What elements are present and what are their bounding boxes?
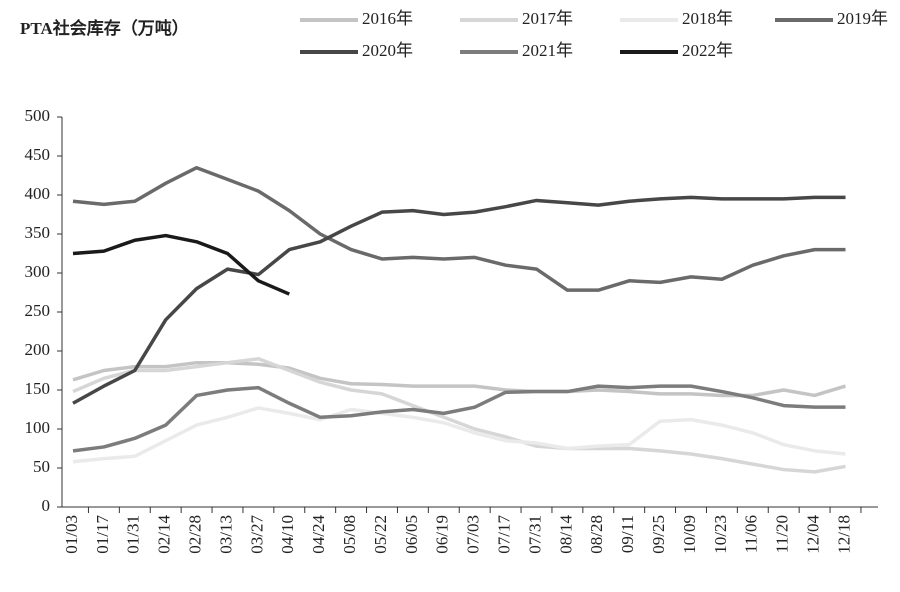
- x-tick-label: 03/13: [216, 515, 235, 554]
- y-tick-label: 200: [25, 340, 51, 359]
- x-tick-label: 07/03: [464, 515, 483, 554]
- series-line: [72, 165, 846, 292]
- x-tick-label: 12/18: [834, 515, 853, 554]
- series-line: [72, 406, 846, 464]
- x-tick-label: 07/31: [525, 515, 544, 554]
- x-tick-label: 11/20: [773, 515, 792, 553]
- x-tick-label: 05/08: [340, 515, 359, 554]
- legend-label: 2018年: [682, 9, 733, 28]
- x-tick-label: 08/14: [556, 515, 575, 554]
- x-tick-label: 01/31: [124, 515, 143, 554]
- x-tick-label: 06/05: [402, 515, 421, 554]
- y-tick-label: 100: [25, 418, 51, 437]
- x-tick-label: 11/06: [742, 515, 761, 553]
- series-line: [72, 357, 846, 474]
- y-tick-label: 0: [42, 496, 51, 515]
- x-tick-label: 01/17: [93, 515, 112, 554]
- series-line: [72, 360, 847, 398]
- y-tick-label: 400: [25, 184, 51, 203]
- x-tick-label: 02/14: [155, 515, 174, 554]
- x-tick-label: 04/10: [278, 515, 297, 554]
- legend-label: 2017年: [522, 9, 573, 28]
- x-tick-label: 02/28: [186, 515, 205, 554]
- x-tick-label: 05/22: [371, 515, 390, 554]
- x-tick-label: 10/23: [711, 515, 730, 554]
- y-tick-label: 250: [25, 301, 51, 320]
- x-tick-label: 06/19: [433, 515, 452, 554]
- x-tick-label: 03/27: [247, 515, 266, 554]
- y-tick-label: 450: [25, 145, 51, 164]
- x-tick-label: 04/24: [309, 515, 328, 554]
- y-tick-label: 300: [25, 262, 51, 281]
- x-tick-label: 08/28: [587, 515, 606, 554]
- x-tick-label: 10/09: [680, 515, 699, 554]
- y-tick-label: 500: [25, 106, 51, 125]
- legend-label: 2022年: [682, 41, 733, 60]
- y-tick-label: 50: [33, 457, 50, 476]
- legend-label: 2016年: [362, 9, 413, 28]
- series-line: [72, 233, 290, 296]
- y-tick-label: 150: [25, 379, 51, 398]
- x-tick-label: 12/04: [804, 515, 823, 554]
- x-tick-label: 09/11: [618, 515, 637, 553]
- series-line: [72, 195, 846, 405]
- x-tick-label: 01/03: [62, 515, 81, 554]
- legend-label: 2021年: [522, 41, 573, 60]
- chart-title: PTA社会库存（万吨）: [20, 18, 189, 38]
- legend-label: 2020年: [362, 41, 413, 60]
- legend-label: 2019年: [837, 9, 888, 28]
- x-tick-label: 09/25: [649, 515, 668, 554]
- series-line: [72, 384, 846, 453]
- x-tick-label: 07/17: [495, 515, 514, 554]
- y-tick-label: 350: [25, 223, 51, 242]
